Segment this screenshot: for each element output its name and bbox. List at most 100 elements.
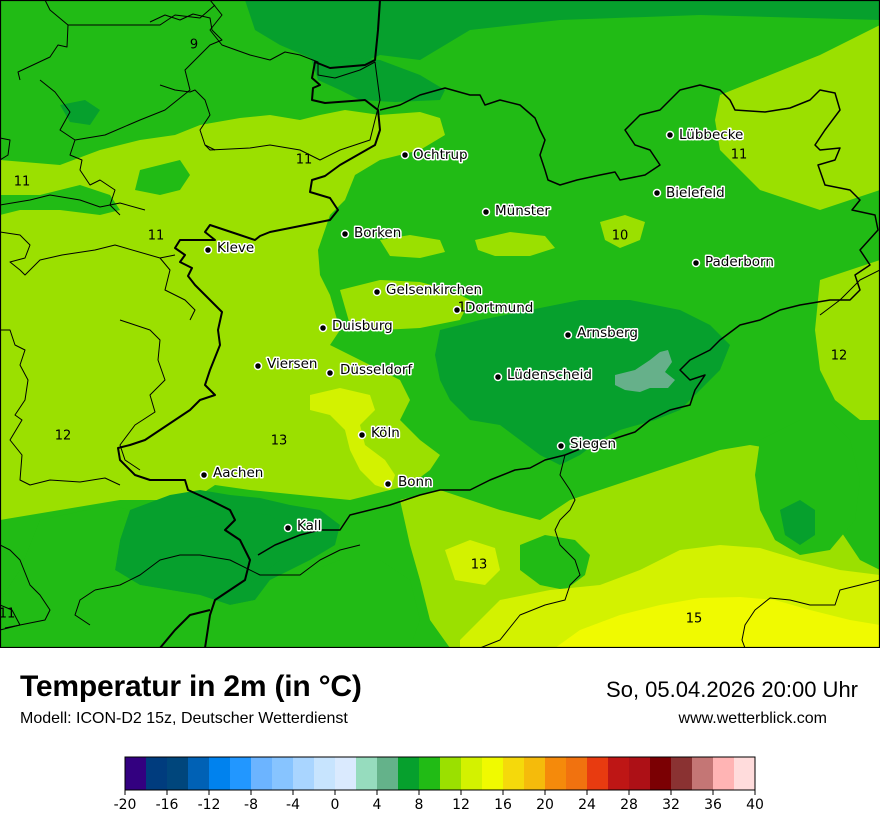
colorbar-tick-label: 12 [452,797,470,813]
colorbar-segments [125,757,756,790]
colorbar-segment [503,757,525,790]
colorbar-segment [608,757,630,790]
city-label: Arnsberg [577,325,638,341]
city-label: Viersen [267,356,317,372]
region-12-14-ruhr [340,280,470,330]
colorbar-frame [124,756,756,791]
colorbar-segment [713,757,735,790]
city-arnsberg[interactable]: Arnsberg [563,324,639,343]
temperature-colorbar: -20 -16 -12 -8 -4 0 4 8 12 16 20 24 28 32 36 40 [114,756,764,813]
city-luedenscheid[interactable]: Lüdenscheid [493,366,593,385]
colorbar-segment [419,757,441,790]
colorbar-tick-label: 0 [331,797,340,813]
temperature-map: 9 11 11 11 11 10 10 12 12 13 13 15 11 Oc… [0,0,880,648]
region-8-10-hessen-patch [780,500,815,545]
region-8-10-sauerland [435,300,730,465]
colorbar-segment [146,757,168,790]
colorbar-segment [482,757,504,790]
city-kall[interactable]: Kall [283,517,323,536]
colorbar-tick-label: -4 [286,797,300,813]
city-bielefeld[interactable]: Bielefeld [652,184,726,203]
region-12-14-muensterland-2 [600,215,645,248]
city-duesseldorf[interactable]: Düsseldorf [325,361,415,380]
colorbar-segment [167,757,189,790]
city-koeln[interactable]: Köln [357,424,401,443]
forecast-datetime: So, 05.04.2026 20:00 Uhr [606,677,858,702]
map-title: Temperatur in 2m (in °C) [20,670,362,703]
region-10-12-eifel-outer [0,505,420,648]
city-luebbecke[interactable]: Lübbecke [665,126,745,145]
city-ochtrup[interactable]: Ochtrup [400,146,469,165]
city-paderborn[interactable]: Paderborn [691,253,775,272]
city-label: Paderborn [705,254,774,270]
colorbar-tick-label: 16 [494,797,512,813]
city-marker-icon [357,430,367,440]
colorbar-segment [629,757,651,790]
city-siegen[interactable]: Siegen [556,435,618,454]
region-10-12-south-patch [520,535,590,590]
city-duisburg[interactable]: Duisburg [318,317,394,336]
website-link[interactable]: www.wetterblick.com [678,710,827,727]
city-dortmund[interactable]: Dortmund [452,299,535,318]
region-10-12-west-strip [135,160,190,195]
city-label: Münster [495,203,550,219]
region-4-6-winterberg [615,350,675,392]
city-label: Lübbecke [679,127,743,143]
contour-label: 15 [686,612,703,627]
city-gelsenkirchen[interactable]: Gelsenkirchen [372,281,484,300]
city-marker-icon [652,188,662,198]
colorbar-segment [356,757,378,790]
colorbar-ticks: -20 -16 -12 -8 -4 0 4 8 12 16 20 24 28 32 36 40 [114,790,764,813]
colorbar-tick-label: 24 [578,797,596,813]
colorbar-segment [293,757,315,790]
city-label: Ochtrup [413,147,468,163]
contour-label: 11 [731,148,748,163]
city-borken[interactable]: Borken [340,224,403,243]
contour-label: 13 [271,434,288,449]
colorbar-tick-label: 28 [620,797,638,813]
city-kleve[interactable]: Kleve [203,239,256,258]
contour-label: 13 [471,558,488,573]
city-marker-icon [283,523,293,533]
colorbar-segment [461,757,483,790]
city-marker-icon [340,229,350,239]
region-8-10-eifel-inner [180,510,290,590]
city-label: Köln [371,425,400,441]
city-aachen[interactable]: Aachen [199,464,265,483]
city-label: Siegen [570,436,616,452]
model-source: Modell: ICON-D2 15z, Deutscher Wetterdie… [20,710,348,727]
colorbar-segment [188,757,210,790]
colorbar-segment [251,757,273,790]
region-14-16-koeln [310,388,395,490]
city-muenster[interactable]: Münster [481,202,552,221]
colorbar-tick-label: 32 [662,797,680,813]
city-viersen[interactable]: Viersen [253,355,319,374]
colorbar-segment [734,757,756,790]
colorbar-segment [209,757,231,790]
colorbar-tick-label: 40 [746,797,764,813]
colorbar-tick-label: -12 [198,797,221,813]
city-label: Bielefeld [666,185,725,201]
city-marker-icon [493,372,503,382]
city-marker-icon [556,441,566,451]
region-12-14-muensterland-1 [475,232,555,256]
colorbar-segment [524,757,546,790]
city-marker-icon [400,150,410,160]
colorbar-tick-label: -8 [244,797,258,813]
region-8-10-north [245,0,880,70]
contour-label: 10 [458,301,475,316]
city-label: Kleve [217,240,254,256]
colorbar-segment [440,757,462,790]
contour-label: 11 [148,229,165,244]
city-marker-icon [665,130,675,140]
colorbar-segment [335,757,357,790]
city-marker-icon [383,479,393,489]
city-marker-icon [318,323,328,333]
colorbar-segment [314,757,336,790]
colorbar-segment [566,757,588,790]
colorbar-segment [125,757,147,790]
colorbar-segment [377,757,399,790]
city-marker-icon [203,245,213,255]
colorbar-tick-label: -16 [156,797,179,813]
city-bonn[interactable]: Bonn [383,473,434,492]
